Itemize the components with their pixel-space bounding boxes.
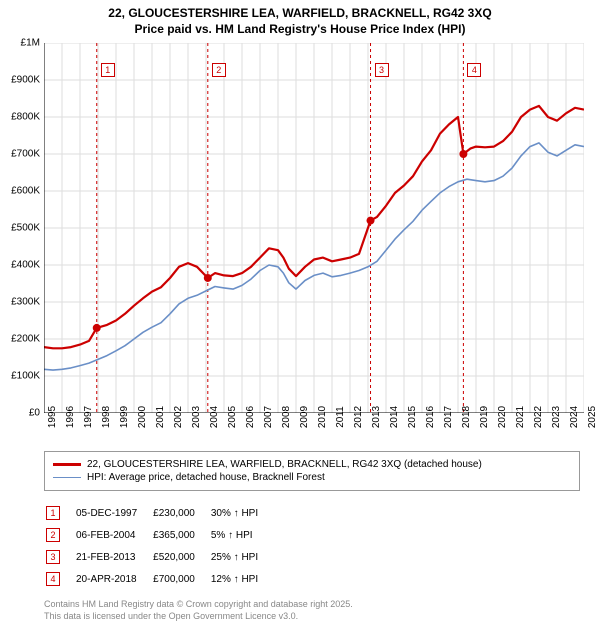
event-delta: 12% ↑ HPI	[211, 569, 272, 589]
event-date: 06-FEB-2004	[76, 525, 151, 545]
event-date: 20-APR-2018	[76, 569, 151, 589]
x-tick-label: 2008	[281, 406, 292, 428]
event-index-box: 3	[46, 550, 60, 564]
chart-svg	[44, 43, 584, 413]
footer-attribution: Contains HM Land Registry data © Crown c…	[44, 599, 580, 622]
legend-label: 22, GLOUCESTERSHIRE LEA, WARFIELD, BRACK…	[87, 459, 482, 470]
x-tick-label: 2011	[335, 406, 346, 428]
x-tick-label: 2017	[443, 406, 454, 428]
x-tick-label: 2006	[245, 406, 256, 428]
x-tick-label: 2001	[155, 406, 166, 428]
x-tick-label: 1996	[65, 406, 76, 428]
table-row: 2 06-FEB-2004£365,0005% ↑ HPI	[46, 525, 272, 545]
table-row: 4 20-APR-2018£700,00012% ↑ HPI	[46, 569, 272, 589]
chart-plot-area: £0£100K£200K£300K£400K£500K£600K£700K£80…	[44, 43, 584, 413]
footer-line-1: Contains HM Land Registry data © Crown c…	[44, 599, 353, 609]
x-tick-label: 1997	[83, 406, 94, 428]
event-marker: 1	[101, 63, 115, 77]
table-row: 3 21-FEB-2013£520,00025% ↑ HPI	[46, 547, 272, 567]
x-tick-label: 2021	[515, 406, 526, 428]
legend: 22, GLOUCESTERSHIRE LEA, WARFIELD, BRACK…	[44, 451, 580, 491]
x-tick-label: 2023	[551, 406, 562, 428]
x-tick-label: 2002	[173, 406, 184, 428]
chart-container: 22, GLOUCESTERSHIRE LEA, WARFIELD, BRACK…	[0, 0, 600, 620]
x-tick-label: 2015	[407, 406, 418, 428]
y-tick-label: £700K	[11, 149, 40, 160]
legend-swatch	[53, 463, 81, 466]
event-index-box: 2	[46, 528, 60, 542]
x-tick-label: 2005	[227, 406, 238, 428]
title-line-1: 22, GLOUCESTERSHIRE LEA, WARFIELD, BRACK…	[108, 6, 491, 20]
event-date: 05-DEC-1997	[76, 503, 151, 523]
event-index-box: 4	[46, 572, 60, 586]
footer-line-2: This data is licensed under the Open Gov…	[44, 611, 298, 621]
y-tick-label: £900K	[11, 75, 40, 86]
event-price: £520,000	[153, 547, 209, 567]
x-tick-label: 2014	[389, 406, 400, 428]
x-tick-label: 2018	[461, 406, 472, 428]
legend-label: HPI: Average price, detached house, Brac…	[87, 472, 325, 483]
x-tick-label: 1999	[119, 406, 130, 428]
x-tick-label: 2004	[209, 406, 220, 428]
x-tick-label: 2013	[371, 406, 382, 428]
x-tick-label: 2010	[317, 406, 328, 428]
y-tick-label: £300K	[11, 297, 40, 308]
events-table: 1 05-DEC-1997£230,00030% ↑ HPI 2 06-FEB-200…	[44, 501, 274, 591]
event-marker: 2	[212, 63, 226, 77]
title-line-2: Price paid vs. HM Land Registry's House …	[135, 22, 466, 36]
x-tick-label: 2016	[425, 406, 436, 428]
event-price: £365,000	[153, 525, 209, 545]
y-tick-label: £1M	[21, 38, 40, 49]
x-tick-label: 2009	[299, 406, 310, 428]
y-tick-label: £600K	[11, 186, 40, 197]
x-tick-label: 2024	[569, 406, 580, 428]
x-tick-label: 2003	[191, 406, 202, 428]
x-tick-label: 2022	[533, 406, 544, 428]
legend-swatch	[53, 477, 81, 479]
y-tick-label: £500K	[11, 223, 40, 234]
y-tick-label: £100K	[11, 371, 40, 382]
event-price: £230,000	[153, 503, 209, 523]
event-index-box: 1	[46, 506, 60, 520]
event-delta: 25% ↑ HPI	[211, 547, 272, 567]
event-delta: 30% ↑ HPI	[211, 503, 272, 523]
y-tick-label: £200K	[11, 334, 40, 345]
y-tick-label: £800K	[11, 112, 40, 123]
event-marker: 3	[375, 63, 389, 77]
chart-title: 22, GLOUCESTERSHIRE LEA, WARFIELD, BRACK…	[0, 0, 600, 37]
event-date: 21-FEB-2013	[76, 547, 151, 567]
x-tick-label: 2000	[137, 406, 148, 428]
x-tick-label: 1995	[47, 406, 58, 428]
legend-item: 22, GLOUCESTERSHIRE LEA, WARFIELD, BRACK…	[53, 459, 571, 470]
event-price: £700,000	[153, 569, 209, 589]
legend-item: HPI: Average price, detached house, Brac…	[53, 472, 571, 483]
x-tick-label: 2007	[263, 406, 274, 428]
x-tick-label: 2012	[353, 406, 364, 428]
x-tick-label: 2025	[587, 406, 598, 428]
x-tick-label: 1998	[101, 406, 112, 428]
y-tick-label: £0	[29, 408, 40, 419]
y-tick-label: £400K	[11, 260, 40, 271]
event-marker: 4	[467, 63, 481, 77]
x-tick-label: 2020	[497, 406, 508, 428]
table-row: 1 05-DEC-1997£230,00030% ↑ HPI	[46, 503, 272, 523]
x-tick-label: 2019	[479, 406, 490, 428]
event-delta: 5% ↑ HPI	[211, 525, 272, 545]
